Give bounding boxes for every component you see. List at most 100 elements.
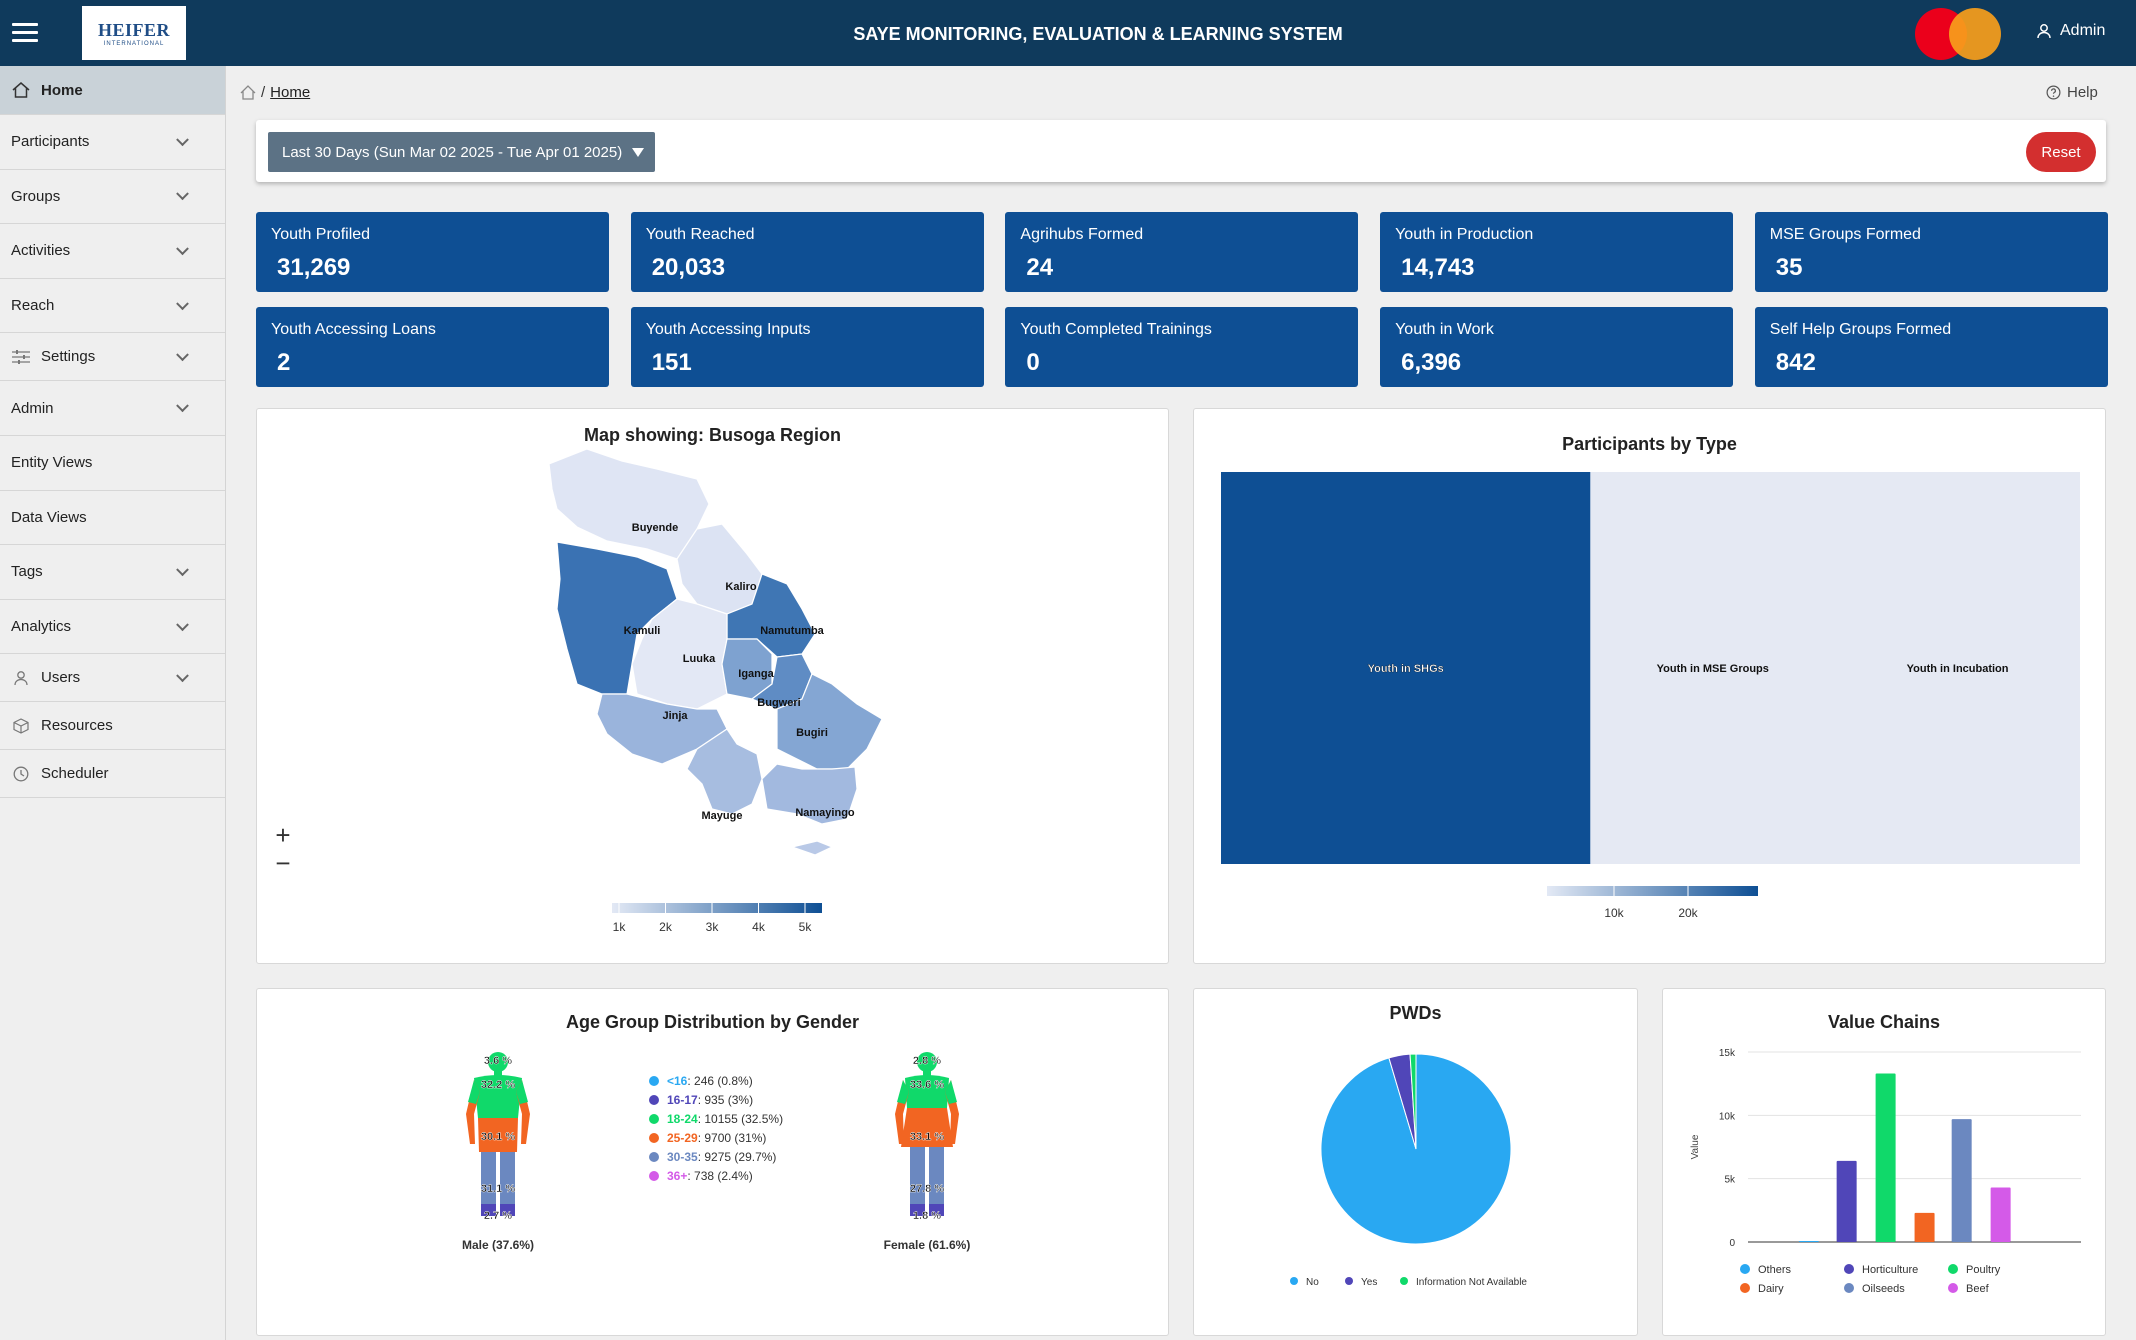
figure-pct-label: 33.1 % <box>910 1131 944 1143</box>
zoom-out-button[interactable]: − <box>275 848 291 878</box>
figure-left-leg <box>910 1147 925 1207</box>
sidebar-item-data-views[interactable]: Data Views <box>0 491 225 546</box>
bar-legend-label: Horticulture <box>1862 1264 1918 1276</box>
sidebar-item-entity-views[interactable]: Entity Views <box>0 436 225 491</box>
pie-slice-information-not-available[interactable] <box>1409 1053 1417 1150</box>
age-gender-title: Age Group Distribution by Gender <box>565 1012 859 1032</box>
chevron-down-icon <box>176 296 189 310</box>
sidebar-item-settings[interactable]: Settings <box>0 333 225 382</box>
bar-others[interactable] <box>1798 1240 1819 1242</box>
sidebar-item-analytics[interactable]: Analytics <box>0 600 225 655</box>
tree-legend-bar <box>1547 886 1758 896</box>
district-islet[interactable] <box>789 840 834 856</box>
sidebar-item-admin[interactable]: Admin <box>0 381 225 436</box>
kpi-value: 151 <box>651 349 692 376</box>
bar-legend-swatch <box>1844 1283 1854 1293</box>
user-icon <box>2037 24 2051 39</box>
kpi-card[interactable]: Agrihubs Formed 24 <box>1005 212 1359 292</box>
sidebar-item-participants[interactable]: Participants <box>0 115 225 170</box>
participants-treemap: Youth in SHGs Youth in MSE Groups Youth in… <box>1221 472 2080 920</box>
figure-left-foot <box>910 1204 925 1216</box>
kpi-card[interactable]: Youth Profiled 31,269 <box>256 212 609 292</box>
heifer-logo[interactable]: HEIFER INTERNATIONAL <box>82 6 186 60</box>
kpi-label: Youth in Production <box>1395 226 1534 243</box>
help-icon <box>2046 85 2061 100</box>
map-legend-tick-label: 2k <box>659 920 673 934</box>
kpi-label: Self Help Groups Formed <box>1769 321 1952 338</box>
bar-beef[interactable] <box>1990 1187 2011 1242</box>
district-label: Buyende <box>632 522 678 534</box>
kpi-card[interactable]: Youth Completed Trainings 0 <box>1005 307 1359 387</box>
kpi-card[interactable]: Youth in Production 14,743 <box>1380 212 1734 292</box>
map-legend-tick-label: 3k <box>706 920 720 934</box>
date-range-dropdown[interactable]: Last 30 Days (Sun Mar 02 2025 - Tue Apr … <box>268 132 655 172</box>
chevron-down-icon <box>176 563 189 577</box>
age-legend-item: 16-17: 935 (3%) <box>667 1093 753 1107</box>
box-icon <box>11 717 31 735</box>
sidebar-item-home[interactable]: Home <box>0 66 225 115</box>
bar-ylabel: Value <box>1690 1134 1701 1159</box>
zoom-in-button[interactable]: + <box>275 820 291 850</box>
age-legend-swatch <box>649 1076 659 1086</box>
chevron-down-icon <box>176 133 189 146</box>
kpi-card[interactable]: Youth Reached 20,033 <box>630 212 984 292</box>
bar-oilseeds[interactable] <box>1951 1119 1972 1242</box>
sidebar-item-label: Tags <box>11 563 43 581</box>
district-label: Bugiri <box>796 727 828 739</box>
district-namayingo[interactable] <box>761 763 858 825</box>
treemap-cell-mse-incubation[interactable] <box>1590 472 2080 864</box>
kpi-card[interactable]: MSE Groups Formed 35 <box>1754 212 2108 292</box>
figure-left-foot <box>481 1204 496 1216</box>
breadcrumb-home-link[interactable]: Home <box>270 84 311 101</box>
figure-gender-label: Male (37.6%) <box>462 1238 534 1252</box>
sidebar-item-users[interactable]: Users <box>0 654 225 703</box>
kpi-label: Youth Completed Trainings <box>1020 321 1212 338</box>
sidebar-item-resources[interactable]: Resources <box>0 702 225 751</box>
kpi-card[interactable]: Youth in Work 6,396 <box>1380 307 1734 387</box>
kpi-label: Youth Accessing Inputs <box>645 321 811 338</box>
help-link[interactable]: Help <box>2046 84 2098 101</box>
user-menu[interactable]: Admin <box>2036 22 2105 40</box>
busoga-map[interactable]: Buyende Kaliro Kamuli Namutumba Luuka Iganga B… <box>257 409 1170 965</box>
kpi-card[interactable]: Self Help Groups Formed 842 <box>1754 307 2108 387</box>
sidebar-item-scheduler[interactable]: Scheduler <box>0 750 225 799</box>
district-label: Mayuge <box>702 810 743 822</box>
bar-legend-label: Dairy <box>1758 1283 1784 1295</box>
participants-panel: Participants by Type Youth in SHGs Youth … <box>1193 408 2106 964</box>
sidebar-item-groups[interactable]: Groups <box>0 170 225 225</box>
figure-gender-label: Female (61.6%) <box>884 1238 971 1252</box>
bar-horticulture[interactable] <box>1836 1160 1857 1242</box>
bar-legend-label: Oilseeds <box>1862 1283 1905 1295</box>
date-range-label: Last 30 Days (Sun Mar 02 2025 - Tue Apr … <box>282 143 623 161</box>
kpi-card[interactable]: Youth Accessing Inputs 151 <box>630 307 984 387</box>
figure-pct-label: 1.8 % <box>913 1210 941 1222</box>
hamburger-menu-icon[interactable] <box>10 18 40 48</box>
district-mayuge[interactable] <box>686 728 763 815</box>
bar-ytick-label: 5k <box>1724 1175 1736 1186</box>
figure-pct-label: 30.1 % <box>481 1131 515 1143</box>
bar-dairy[interactable] <box>1914 1212 1935 1242</box>
district-bugiri[interactable] <box>776 673 883 770</box>
treemap-cell-shgs[interactable] <box>1221 472 1591 864</box>
district-label: Namayingo <box>795 807 855 819</box>
bar-legend-label: Others <box>1758 1264 1792 1276</box>
sidebar-item-activities[interactable]: Activities <box>0 224 225 279</box>
reset-button[interactable]: Reset <box>2026 132 2096 172</box>
sidebar-item-label: Activities <box>11 242 71 260</box>
tree-legend-tick-label: 20k <box>1678 906 1698 920</box>
treemap-label: Youth in Incubation <box>1907 663 2009 675</box>
app-title: SAYE MONITORING, EVALUATION & LEARNING S… <box>853 24 1343 44</box>
kpi-value: 0 <box>1026 349 1040 376</box>
sidebar-item-tags[interactable]: Tags <box>0 545 225 600</box>
home-icon[interactable] <box>240 85 256 100</box>
pie-legend-label: Yes <box>1361 1277 1377 1288</box>
kpi-card[interactable]: Youth Accessing Loans 2 <box>256 307 609 387</box>
bar-poultry[interactable] <box>1875 1073 1896 1242</box>
sidebar-item-reach[interactable]: Reach <box>0 279 225 334</box>
figure-torso-upper <box>474 1075 522 1118</box>
sidebar-item-label: Reach <box>11 297 55 315</box>
mastercard-logo <box>1915 8 2003 60</box>
district-buyende[interactable] <box>548 448 710 560</box>
sidebar-item-label: Admin <box>11 399 54 417</box>
figure-right-leg <box>929 1147 944 1207</box>
